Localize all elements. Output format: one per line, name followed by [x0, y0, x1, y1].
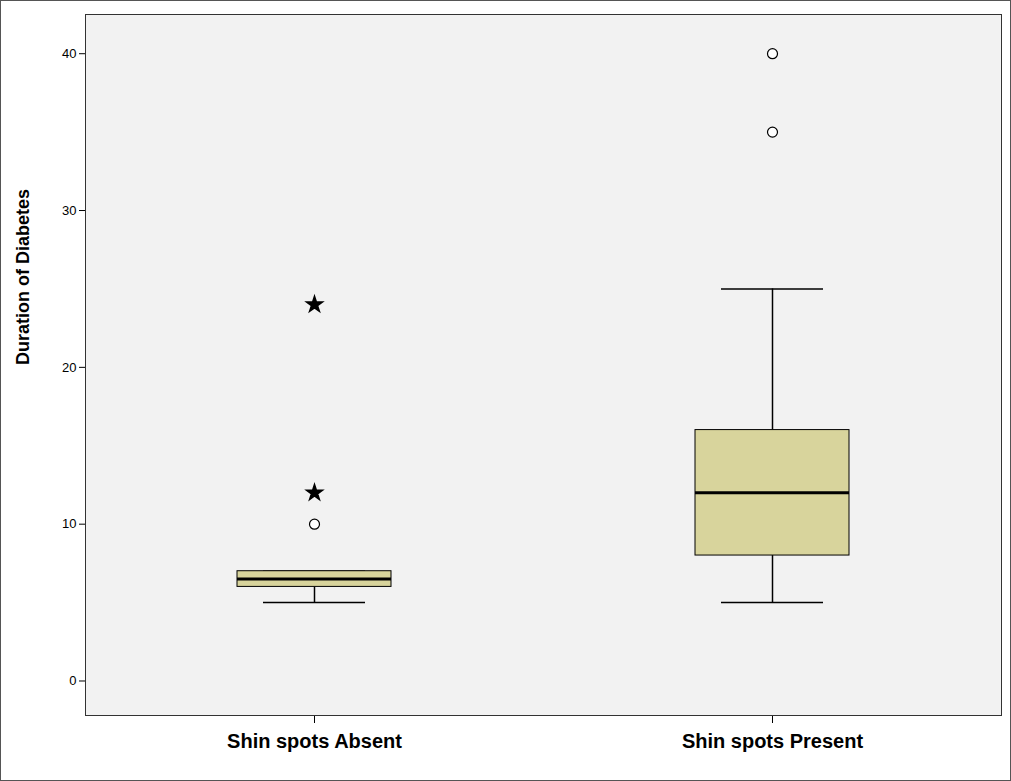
svg-text:Shin spots Absent: Shin spots Absent: [227, 730, 402, 752]
svg-text:10: 10: [62, 516, 76, 531]
svg-text:20: 20: [62, 360, 76, 375]
svg-text:0: 0: [69, 673, 76, 688]
svg-text:40: 40: [62, 46, 76, 61]
svg-text:Shin spots Present: Shin spots Present: [682, 730, 863, 752]
svg-text:30: 30: [62, 203, 76, 218]
svg-text:Duration of Diabetes: Duration of Diabetes: [13, 189, 33, 365]
